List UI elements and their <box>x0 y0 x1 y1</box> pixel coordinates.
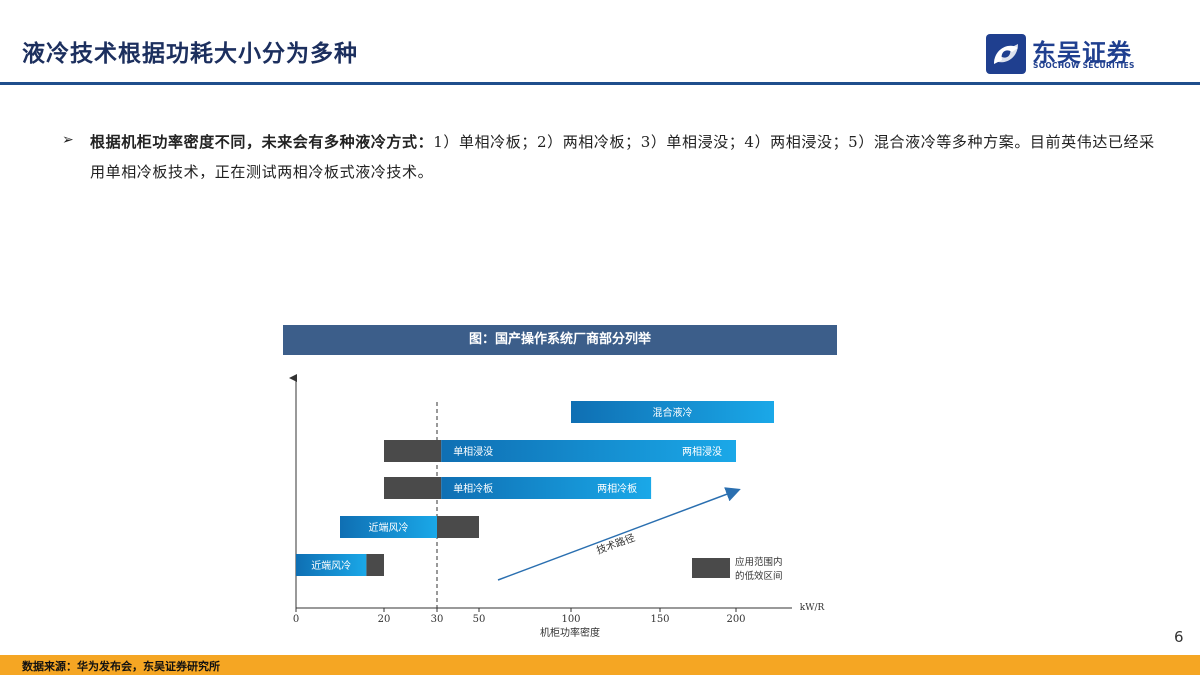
footer-source: 数据来源：华为发布会，东吴证券研究所 <box>22 660 220 673</box>
bar-label: 单相浸没 <box>453 445 493 458</box>
figure-title: 图：国产操作系统厂商部分列举 <box>468 332 651 347</box>
x-axis-title: 机柜功率密度 <box>540 626 600 639</box>
low-efficiency-bar <box>384 477 442 499</box>
title-divider <box>0 82 1200 85</box>
technology-path-arrow <box>497 487 741 581</box>
x-tick-label: 150 <box>650 614 669 625</box>
footer-band <box>0 655 1200 675</box>
x-tick-label: 30 <box>431 614 444 625</box>
page-number: 6 <box>1174 628 1184 646</box>
body-paragraph: 根据机柜功率密度不同，未来会有多种液冷方式：1）单相冷板；2）两相冷板；3）单相… <box>90 127 1165 187</box>
bar-label: 单相冷板 <box>453 482 493 495</box>
x-tick-label: 50 <box>473 614 486 625</box>
cooling-range-bar <box>441 440 736 462</box>
cooling-range-bar <box>441 477 652 499</box>
body-bold-lead: 根据机柜功率密度不同，未来会有多种液冷方式： <box>90 133 434 151</box>
bar-label: 近端风冷 <box>311 559 351 572</box>
x-tick-label: 0 <box>293 614 299 625</box>
cooling-range-bar <box>571 401 774 423</box>
legend-label-line1: 应用范围内 <box>735 556 783 568</box>
bar-label: 近端风冷 <box>369 521 409 534</box>
technology-path-label: 技术路径 <box>595 531 637 557</box>
soochow-logo-icon <box>986 34 1026 74</box>
x-tick-label: 200 <box>726 614 745 625</box>
legend-label-line2: 的低效区间 <box>735 570 783 582</box>
bullet-arrow-icon: ➢ <box>62 132 74 148</box>
figure-header: 图：国产操作系统厂商部分列举 <box>283 325 837 355</box>
company-logo: 东吴证券 SOOCHOW SECURITIES <box>986 34 1156 74</box>
logo-english-name: SOOCHOW SECURITIES <box>1033 61 1135 70</box>
low-efficiency-bar <box>384 440 442 462</box>
x-tick-label: 100 <box>561 614 580 625</box>
cooling-range-bar <box>340 516 437 538</box>
low-efficiency-bar <box>366 554 384 576</box>
legend-swatch <box>692 558 730 578</box>
page-title: 液冷技术根据功耗大小分为多种 <box>22 40 358 67</box>
bar-label: 两相冷板 <box>597 482 637 495</box>
bar-label: 混合液冷 <box>653 406 693 419</box>
low-efficiency-bar <box>437 516 479 538</box>
cooling-range-bar <box>296 554 367 576</box>
x-unit-label: kW/R <box>800 603 825 613</box>
logo-chinese-name: 东吴证券 <box>1032 39 1132 67</box>
x-tick-label: 20 <box>378 614 391 625</box>
bar-label: 两相浸没 <box>682 445 722 458</box>
body-rest: 1）单相冷板；2）两相冷板；3）单相浸没；4）两相浸没；5）混合液冷等多种方案。… <box>90 133 1155 181</box>
